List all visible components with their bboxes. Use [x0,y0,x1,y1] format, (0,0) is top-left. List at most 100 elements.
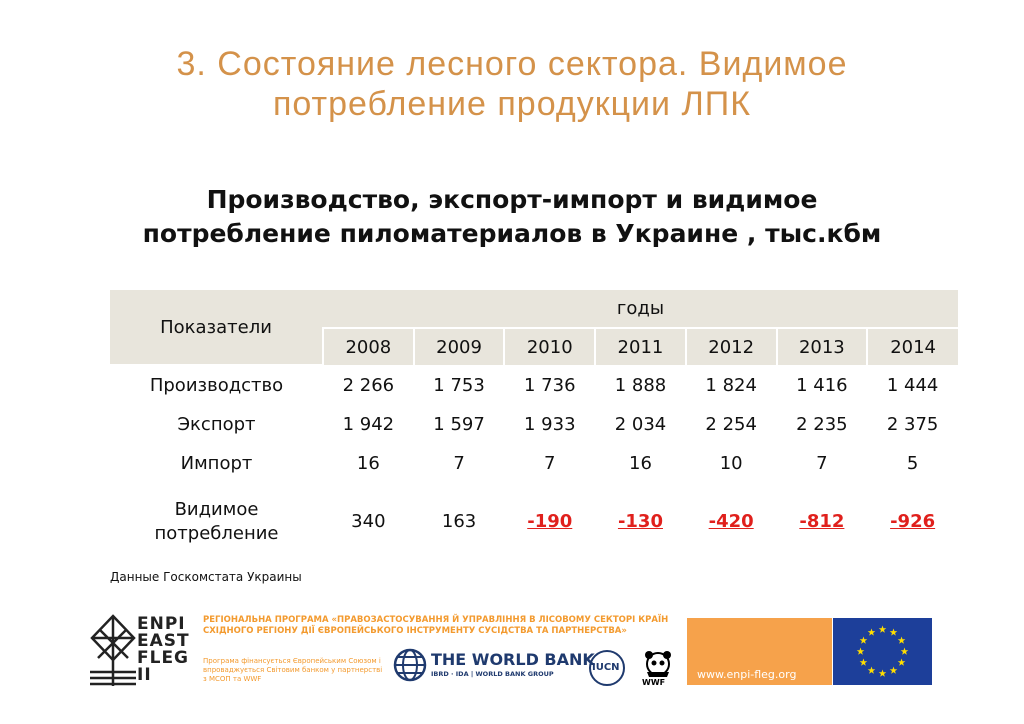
cell: 1 942 [323,405,414,444]
cell-value: 340 [351,511,386,532]
data-table: Показатели годы 2008 2009 2010 2011 2012 2013… [110,290,958,560]
world-bank-sub: IBRD · IDA | WORLD BANK GROUP [431,670,554,678]
cell: 7 [414,444,505,483]
cell: 1 736 [504,365,595,405]
row-label-line: Производство [149,374,284,396]
years-header: годы [323,290,958,329]
eu-star [859,658,868,666]
year-header: 2010 [503,328,596,365]
logo-text: ENPI EAST FLEG II [137,616,190,684]
cell: 1 753 [414,365,505,405]
cell: -926 [867,483,958,560]
cell: 1 933 [504,405,595,444]
subtitle-line: потребление пиломатериалов в Украине , т… [142,219,882,248]
program-note: Програма фінансується Європейським Союзо… [203,657,383,683]
row-label-line: Импорт [180,452,253,474]
row-label-line: Видимое [174,498,259,520]
cell: 7 [504,444,595,483]
eu-star [856,647,865,655]
row-label: Экспорт [110,405,323,444]
cell-value: 16 [356,453,380,474]
cell-value: 1 753 [433,374,485,396]
eu-star [867,628,876,636]
cell-value: 1 444 [886,374,939,396]
table-row: Импорт 16 7 7 16 10 7 5 [110,444,958,483]
cell: -420 [686,483,777,560]
year-header: 2009 [412,328,505,365]
table-row: Видимое потребление 340 163 -190 -130 -420 -812… [110,483,958,560]
program-title: РЕГІОНАЛЬНА ПРОГРАМА «ПРАВОЗАСТОСУВАННЯ … [203,615,669,636]
cell-value: 1 933 [523,414,576,435]
cell-value: 1 736 [523,374,576,396]
world-bank: THE WORLD BANK [431,650,595,669]
cell: 1 444 [867,365,958,405]
cell-value: -812 [799,511,845,532]
cell-value: -190 [527,511,573,532]
table-row: Экспорт 1 942 1 597 1 933 2 034 2 254 2 235 2 3… [110,405,958,444]
year-header: 2013 [775,328,868,365]
row-label-line: Экспорт [177,413,256,435]
year-header: 2014 [866,328,958,365]
source: Данные Госкомстата Украины [110,570,302,584]
row-label: Производство [110,365,323,405]
cell: -190 [504,483,595,560]
wwf: WWF [642,678,666,687]
title-line: потребление продукции ЛПК [272,85,752,123]
cell-value: 2 375 [886,414,939,435]
eu-star [889,628,898,636]
cell-value: 7 [816,453,828,474]
cell: 10 [686,444,777,483]
title: 3. Состояние лесного сектора. Видимое по… [0,44,1024,124]
row-label-line: потребление [154,522,279,544]
cell-value: 1 824 [705,374,757,396]
cell-value: -420 [708,511,754,532]
eu-star [897,658,906,666]
wwf-panda [645,651,671,677]
cell-value: -130 [617,511,663,532]
cell: -812 [777,483,868,560]
subtitle-line: Производство, экспорт-импорт и видимое [206,185,818,214]
row-label: Видимое потребление [110,483,323,560]
cell: 1 416 [777,365,868,405]
cell-value: 1 416 [796,374,848,396]
title-line: 3. Состояние лесного сектора. Видимое [176,45,848,83]
indicator-header: Показатели [110,290,323,366]
cell: 5 [867,444,958,483]
logo-line: EAST [137,631,190,651]
world-bank-globe [393,648,427,682]
eu-star [878,625,887,633]
subtitle: Производство, экспорт-импорт и видимое п… [0,183,1024,251]
table-row: Производство 2 266 1 753 1 736 1 888 1 824 1 4… [110,365,958,405]
cell: 2 235 [777,405,868,444]
cell-value: 1 942 [342,414,395,435]
eu-star [859,636,868,644]
eu-star [889,666,898,674]
iucn-badge [589,650,625,686]
cell-value: 10 [719,453,743,474]
logo-line: ENPI [137,614,186,634]
cell-value: 1 888 [614,374,667,396]
cell: 1 597 [414,405,505,444]
orange-band [687,618,832,685]
eu-flag [833,618,932,685]
cell-value: 16 [629,453,652,474]
cell: -130 [595,483,686,560]
cell: 340 [323,483,414,560]
eu-star [900,647,909,655]
cell-value: 5 [906,453,919,474]
year-header: 2008 [322,328,414,365]
cell: 2 375 [867,405,958,444]
cell: 2 266 [323,365,414,405]
eu-star [878,669,887,677]
year-header: 2012 [684,328,777,365]
cell-value: 1 597 [433,414,485,435]
cell-value: 2 034 [614,414,667,435]
year-header: 2011 [594,328,686,365]
cell: 163 [414,483,505,560]
cell: 1 888 [595,365,686,405]
cell-value: 7 [544,453,556,474]
logo-tree [90,614,136,686]
cell-value: 2 254 [705,414,757,435]
cell-value: 2 266 [342,374,395,396]
